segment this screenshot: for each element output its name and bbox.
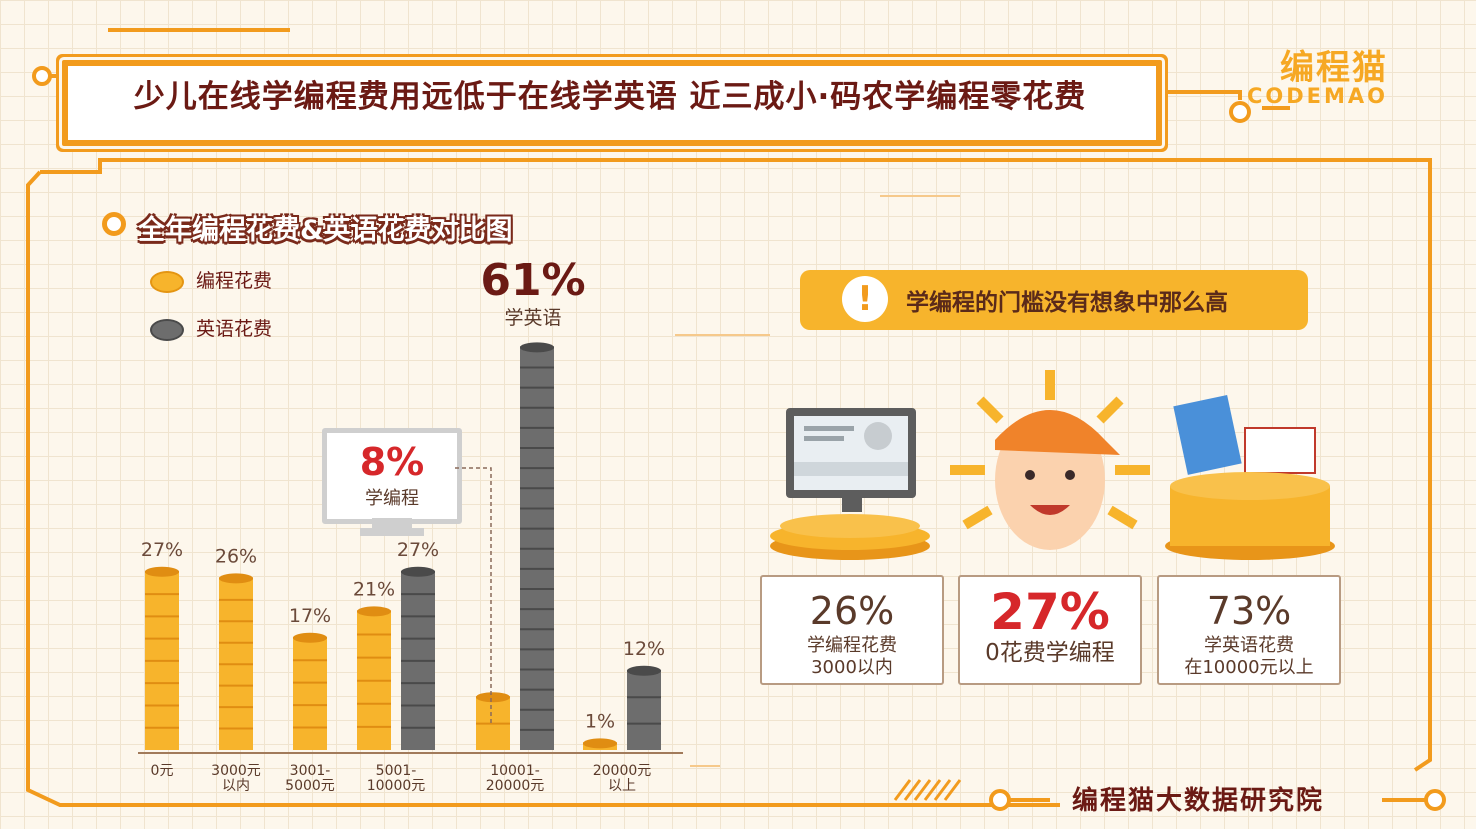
bar-value-label: 27% bbox=[141, 539, 183, 561]
x-tick-label: 3000元 bbox=[211, 763, 261, 779]
card-label-line1: 0花费学编程 bbox=[985, 640, 1115, 666]
bar-coding-4 bbox=[476, 692, 510, 750]
bar-value-label: 17% bbox=[289, 605, 331, 627]
monitor-base bbox=[360, 528, 424, 536]
coin-top bbox=[520, 342, 554, 353]
coin-top bbox=[145, 566, 179, 577]
gray-coin-icon bbox=[150, 318, 184, 341]
computer-monitor-icon bbox=[786, 408, 916, 512]
bar-value-label: 1% bbox=[585, 710, 615, 732]
card-label-line1: 学编程花费 bbox=[807, 635, 897, 656]
exclamation-icon: ! bbox=[842, 276, 888, 322]
logo-text-cn: 编程猫 bbox=[1280, 48, 1388, 88]
coin-top bbox=[583, 738, 617, 749]
coin-top bbox=[293, 632, 327, 643]
info-text: 学编程的门槛没有想象中那么高 bbox=[906, 290, 1228, 316]
card-value: 27% bbox=[990, 583, 1110, 641]
card-value: 73% bbox=[1206, 589, 1292, 633]
x-tick-label: 10001- bbox=[490, 763, 540, 779]
coin-top bbox=[357, 606, 391, 617]
boy-avatar-icon bbox=[950, 370, 1150, 550]
bar-coding-3 bbox=[357, 606, 391, 750]
callout-connector bbox=[455, 467, 492, 724]
footer-text: 编程猫大数据研究院 bbox=[1072, 786, 1325, 816]
stat-card-coding-under-3000: 26% 学编程花费 3000以内 bbox=[760, 575, 944, 685]
gold-coin-stack-right bbox=[1165, 472, 1335, 560]
bar-english-4 bbox=[520, 342, 554, 750]
gold-coin-stack-left bbox=[770, 514, 930, 560]
bar-body bbox=[627, 670, 661, 750]
bar-english-3 bbox=[401, 566, 435, 750]
bar-body bbox=[293, 637, 327, 750]
x-tick-label: 5001- bbox=[376, 763, 417, 779]
x-tick-label: 20000元 bbox=[486, 778, 545, 794]
x-tick-label: 0元 bbox=[151, 763, 174, 779]
bar-coding-2 bbox=[293, 632, 327, 750]
bar-coding-5 bbox=[583, 738, 617, 750]
bar-english-5 bbox=[627, 665, 661, 750]
x-tick-label: 5000元 bbox=[285, 778, 335, 794]
x-tick-label: 20000元 bbox=[593, 763, 652, 779]
card-label-line1: 学英语花费 bbox=[1204, 635, 1294, 656]
bar-value-label: 21% bbox=[353, 578, 395, 600]
bar-value-label: 27% bbox=[397, 539, 439, 561]
legend-item-english: 英语花费 bbox=[150, 314, 272, 344]
callout-english-label: 学英语 bbox=[504, 307, 562, 329]
legend-label: 编程花费 bbox=[196, 270, 273, 292]
x-axis bbox=[138, 752, 683, 754]
coin-top bbox=[401, 566, 435, 577]
callout-coding-value: 8% bbox=[359, 440, 425, 484]
x-tick-label: 以内 bbox=[222, 778, 250, 794]
x-tick-label: 以上 bbox=[608, 778, 636, 794]
bar-coding-1 bbox=[219, 573, 253, 750]
page-title: 少儿在线学编程费用远低于在线学英语 近三成小·码农学编程零花费 bbox=[133, 79, 1087, 115]
ring-icon bbox=[102, 212, 126, 236]
legend-label: 英语花费 bbox=[196, 318, 273, 340]
chart-title: 全年编程花费&英语花费对比图 bbox=[138, 215, 513, 246]
card-value: 26% bbox=[809, 589, 895, 633]
card-label-line2: 在10000元以上 bbox=[1184, 657, 1314, 678]
stat-card-english-over-10000: 73% 学英语花费 在10000元以上 bbox=[1157, 575, 1341, 685]
x-tick-label: 3001- bbox=[290, 763, 331, 779]
coin-top bbox=[476, 692, 510, 703]
english-book-icon bbox=[1173, 394, 1316, 475]
callout-english-value: 61% bbox=[480, 255, 586, 306]
logo-text-en: CODEMAO bbox=[1246, 84, 1388, 108]
bar-chart: 27%0元26%3000元以内17%3001-5000元21%27%5001-1… bbox=[141, 342, 665, 794]
bar-coding-0 bbox=[145, 566, 179, 750]
callout-coding-label: 学编程 bbox=[365, 488, 419, 509]
monitor-stand bbox=[372, 518, 412, 528]
coin-top bbox=[219, 573, 253, 584]
card-label-line2: 3000以内 bbox=[811, 657, 893, 678]
gold-coin-icon bbox=[150, 270, 184, 293]
legend-item-coding: 编程花费 bbox=[150, 266, 272, 296]
coin-top bbox=[627, 665, 661, 676]
bar-value-label: 26% bbox=[215, 545, 257, 567]
illustrations bbox=[770, 370, 1335, 560]
stat-card-coding-free: 27% 0花费学编程 bbox=[958, 575, 1142, 685]
x-tick-label: 10000元 bbox=[367, 778, 426, 794]
bar-value-label: 12% bbox=[623, 638, 665, 660]
header-panel bbox=[62, 60, 1162, 146]
